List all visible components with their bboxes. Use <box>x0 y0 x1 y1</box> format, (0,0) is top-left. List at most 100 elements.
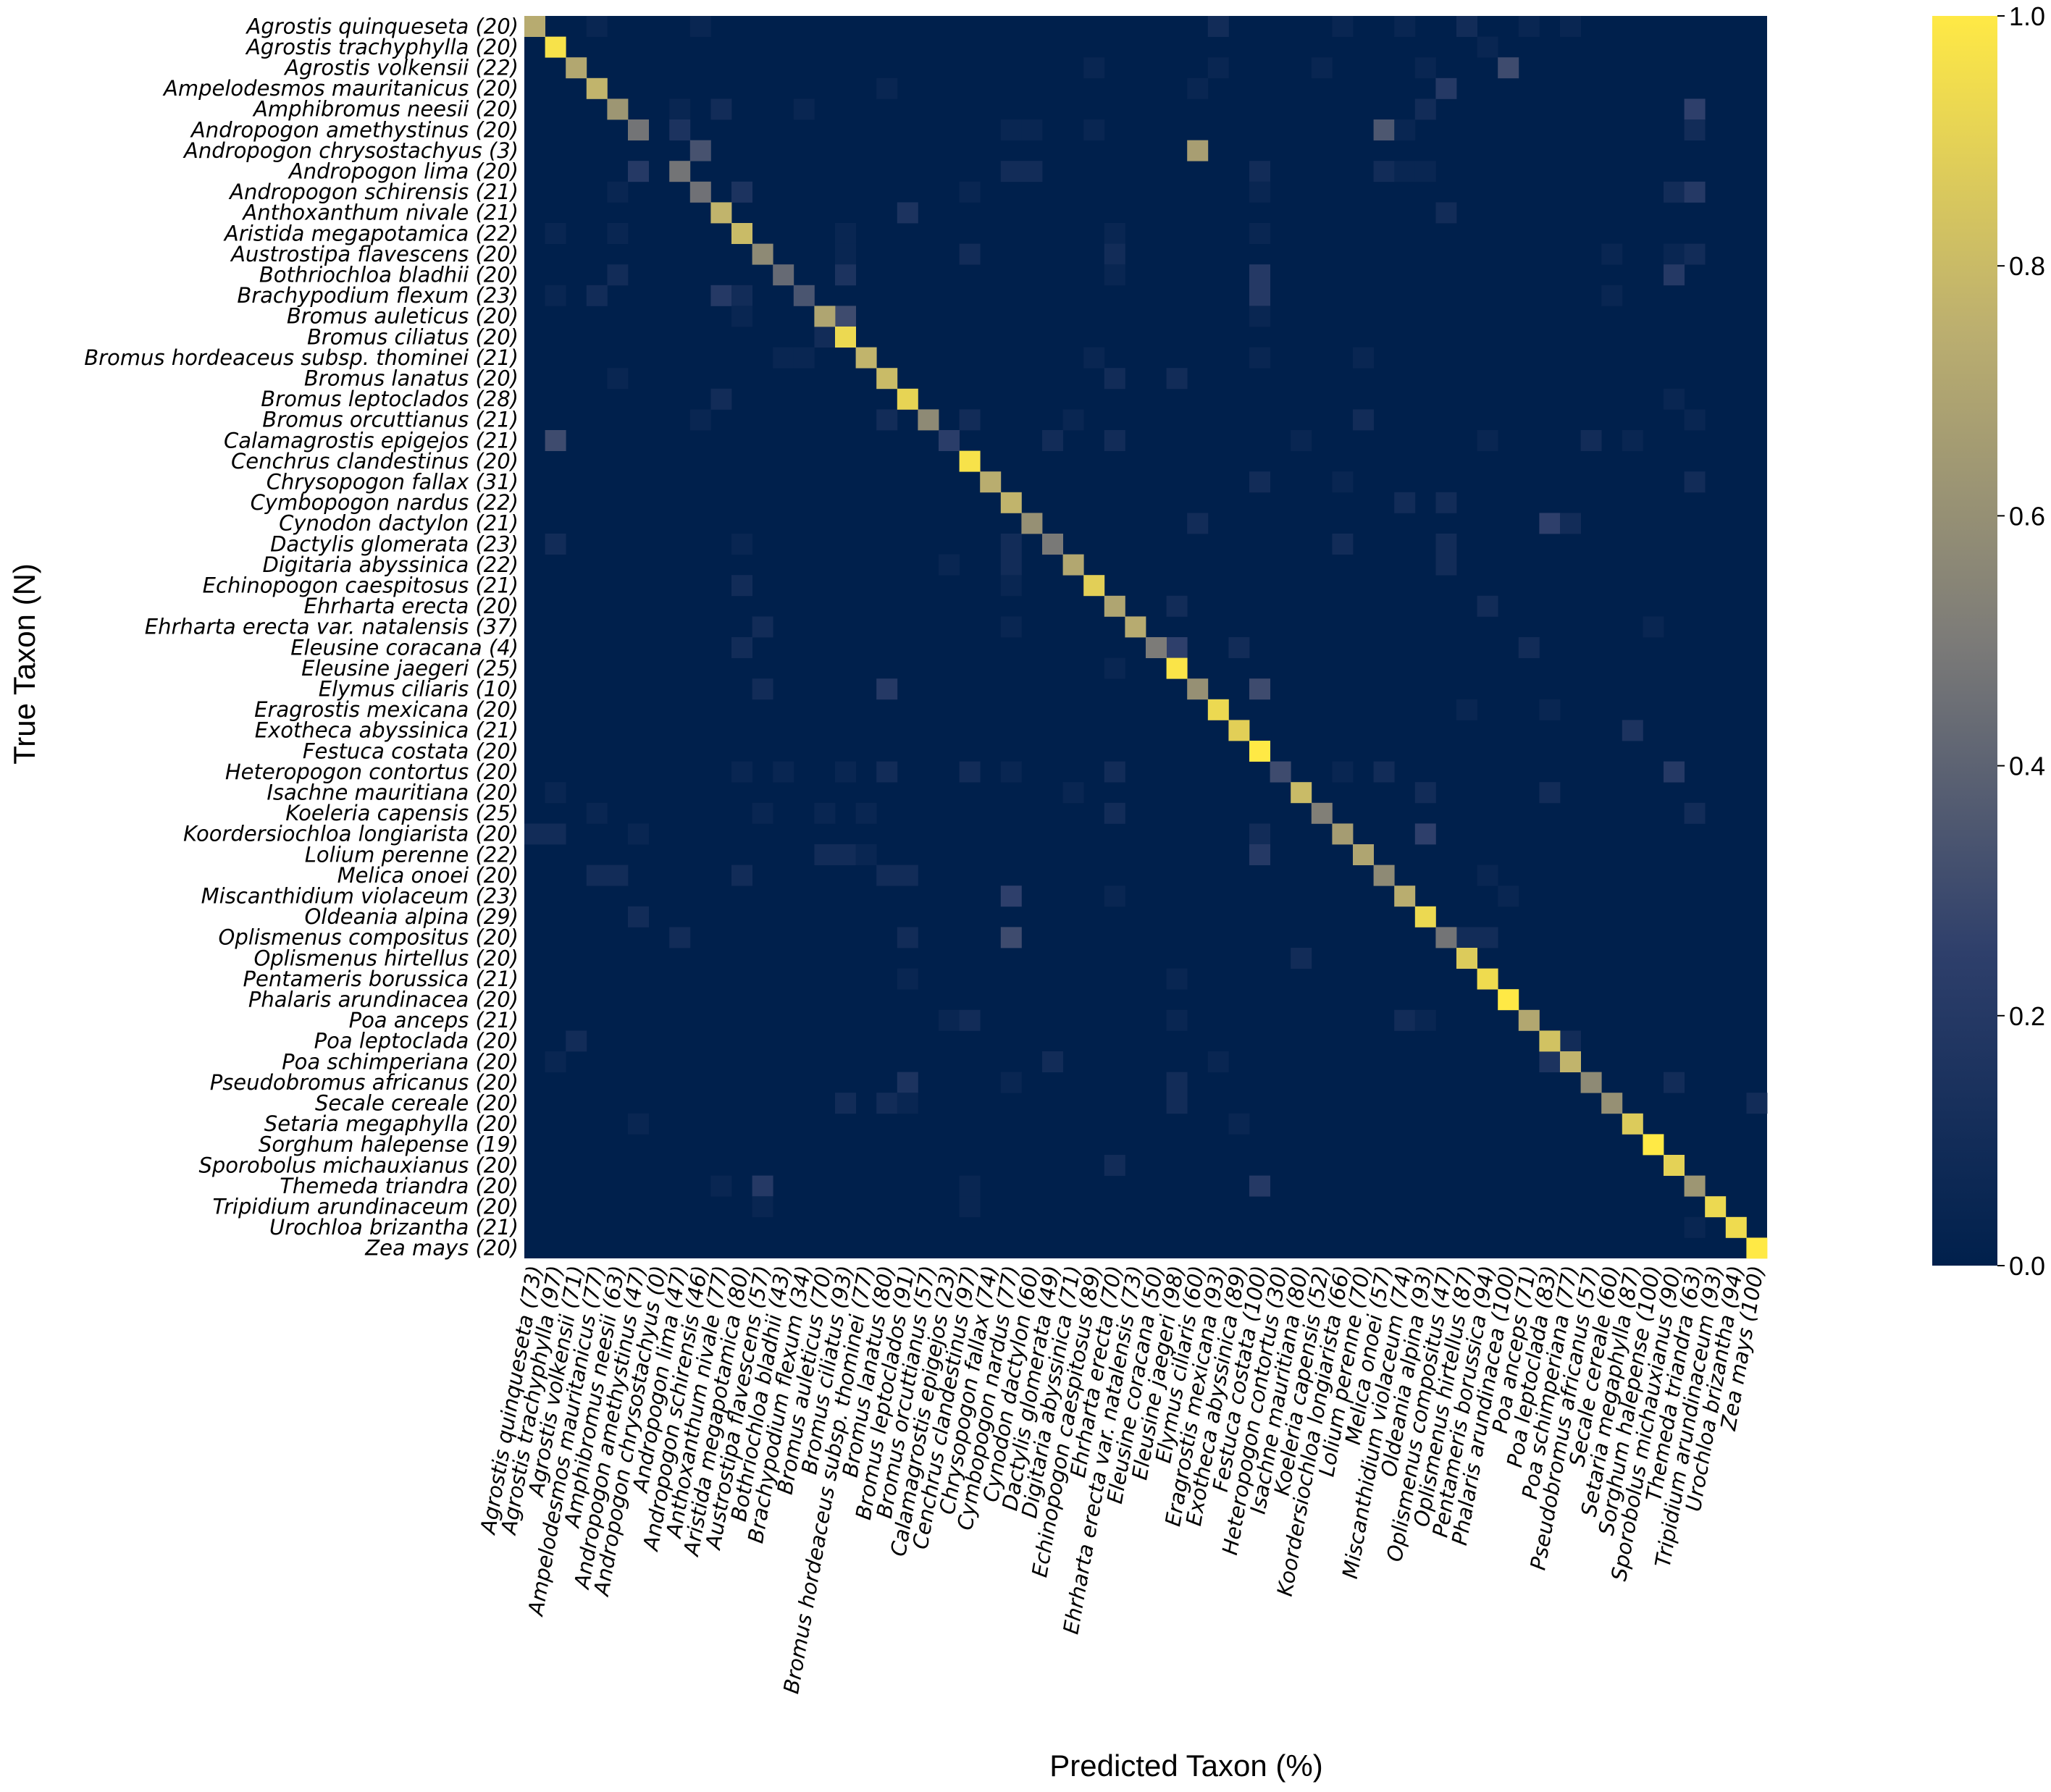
row-label: Cynodon dactylon (21) <box>279 511 519 536</box>
heatmap-cell <box>1456 16 1477 37</box>
row-label: Secale cereale (20) <box>315 1091 519 1116</box>
heatmap-cell <box>607 865 629 886</box>
row-label: Echinopogon caespitosus (21) <box>203 573 519 598</box>
heatmap-cell <box>731 223 752 244</box>
heatmap-cell <box>1311 57 1333 79</box>
heatmap-cell <box>1291 948 1312 969</box>
heatmap-cell <box>1000 161 1022 182</box>
row-label: Miscanthidium violaceum (23) <box>201 884 519 909</box>
heatmap-cell <box>710 202 732 224</box>
row-label: Anthoxanthum nivale (21) <box>241 201 519 225</box>
row-labels: Agrostis quinqueseta (20)Agrostis trachy… <box>84 14 519 1260</box>
row-label: Tripidium arundinaceum (20) <box>213 1195 519 1219</box>
heatmap-cell <box>731 181 752 203</box>
heatmap-cell <box>1104 368 1125 390</box>
heatmap-cell <box>1435 202 1457 224</box>
heatmap-cell <box>835 327 856 348</box>
row-label: Andropogon schirensis (21) <box>228 180 519 204</box>
heatmap-cell <box>1125 616 1146 638</box>
heatmap-cell <box>1249 306 1270 327</box>
heatmap-cell <box>1643 616 1664 638</box>
heatmap-cell <box>1373 865 1395 886</box>
heatmap-cell <box>1104 595 1125 617</box>
row-label: Brachypodium flexum (23) <box>237 283 519 308</box>
heatmap-cell <box>566 1030 587 1052</box>
heatmap-cell <box>1104 802 1125 824</box>
heatmap-cell <box>1207 16 1229 37</box>
heatmap-cell <box>628 1113 649 1135</box>
heatmap-cell <box>1207 1051 1229 1072</box>
row-label: Pseudobromus africanus (20) <box>210 1070 519 1095</box>
heatmap-cell <box>1104 1155 1125 1176</box>
heatmap-cell <box>1560 513 1581 534</box>
heatmap-cell <box>1539 1051 1561 1072</box>
heatmap-cell <box>1042 430 1063 451</box>
heatmap-cell <box>1166 1093 1188 1114</box>
row-label: Sporobolus michauxianus (20) <box>198 1153 519 1177</box>
row-label: Ampelodesmos mauritanicus (20) <box>162 76 519 101</box>
heatmap-cell <box>1249 678 1270 700</box>
row-label: Cenchrus clandestinus (20) <box>231 449 519 474</box>
heatmap-cell <box>545 285 566 306</box>
heatmap-cell <box>959 243 981 265</box>
heatmap-cell <box>1083 57 1105 79</box>
heatmap-cell <box>855 802 877 824</box>
row-label: Koordersiochloa longiarista (20) <box>183 822 519 846</box>
colorbar-tick-label: 0.8 <box>2009 251 2045 281</box>
heatmap-cell <box>1332 761 1354 783</box>
row-label: Elymus ciliaris (10) <box>319 677 519 702</box>
x-axis-title: Predicted Taxon (%) <box>1049 1749 1322 1783</box>
y-axis-title: True Taxon (N) <box>7 563 41 765</box>
heatmap-cell <box>918 409 939 431</box>
heatmap-cell <box>710 388 732 410</box>
heatmap-cell <box>607 223 629 244</box>
heatmap-cell <box>897 927 918 948</box>
row-label: Bothriochloa bladhii (20) <box>259 263 519 287</box>
heatmap-cell <box>1414 57 1436 79</box>
colorbar-tick-label: 0.0 <box>2009 1251 2045 1281</box>
heatmap-cell <box>545 782 566 804</box>
heatmap-cell <box>1477 595 1498 617</box>
heatmap-cell <box>1664 264 1685 286</box>
heatmap-cell <box>1104 761 1125 783</box>
heatmap-cell <box>1249 471 1270 493</box>
colorbar-tick-label: 0.4 <box>2009 752 2045 781</box>
heatmap-cell <box>1311 802 1333 824</box>
row-label: Bromus lanatus (20) <box>304 366 519 391</box>
heatmap-cell <box>1166 657 1188 679</box>
heatmap-cell <box>1560 1051 1581 1072</box>
heatmap-cell <box>731 306 752 327</box>
row-label: Ehrharta erecta (20) <box>304 594 519 618</box>
heatmap-cell <box>1332 534 1354 555</box>
row-label: Bromus auleticus (20) <box>287 304 519 329</box>
heatmap-cell <box>1332 823 1354 845</box>
heatmap-cell <box>835 761 856 783</box>
row-label: Eleusine coracana (4) <box>290 635 519 660</box>
heatmap-cell <box>669 161 691 182</box>
heatmap-cell <box>566 57 587 79</box>
heatmap-cells <box>524 16 1768 1259</box>
colorbar-tick-label: 0.6 <box>2009 501 2045 531</box>
heatmap-cell <box>1746 1093 1768 1114</box>
row-label: Agrostis volkensii (22) <box>283 56 519 80</box>
heatmap-cell <box>1000 1072 1022 1093</box>
heatmap-cell <box>628 906 649 927</box>
heatmap-cell <box>731 865 752 886</box>
colorbar-tick-label: 0.2 <box>2009 1001 2045 1031</box>
heatmap-cell <box>689 409 711 431</box>
heatmap-cell <box>628 161 649 182</box>
heatmap-cell <box>835 243 856 265</box>
heatmap-cell <box>1414 782 1436 804</box>
heatmap-cell <box>1622 1113 1643 1135</box>
heatmap-cell <box>1643 1134 1664 1156</box>
heatmap-cell <box>1249 285 1270 306</box>
row-label: Poa leptoclada (20) <box>314 1029 519 1053</box>
heatmap-cell <box>959 181 981 203</box>
heatmap-cell <box>1601 285 1623 306</box>
heatmap-cell <box>1270 761 1291 783</box>
heatmap-cell <box>1000 492 1022 513</box>
heatmap-cell <box>1725 1216 1747 1238</box>
heatmap-cell <box>1394 886 1416 907</box>
heatmap-cell <box>855 347 877 369</box>
heatmap-cell <box>607 98 629 120</box>
